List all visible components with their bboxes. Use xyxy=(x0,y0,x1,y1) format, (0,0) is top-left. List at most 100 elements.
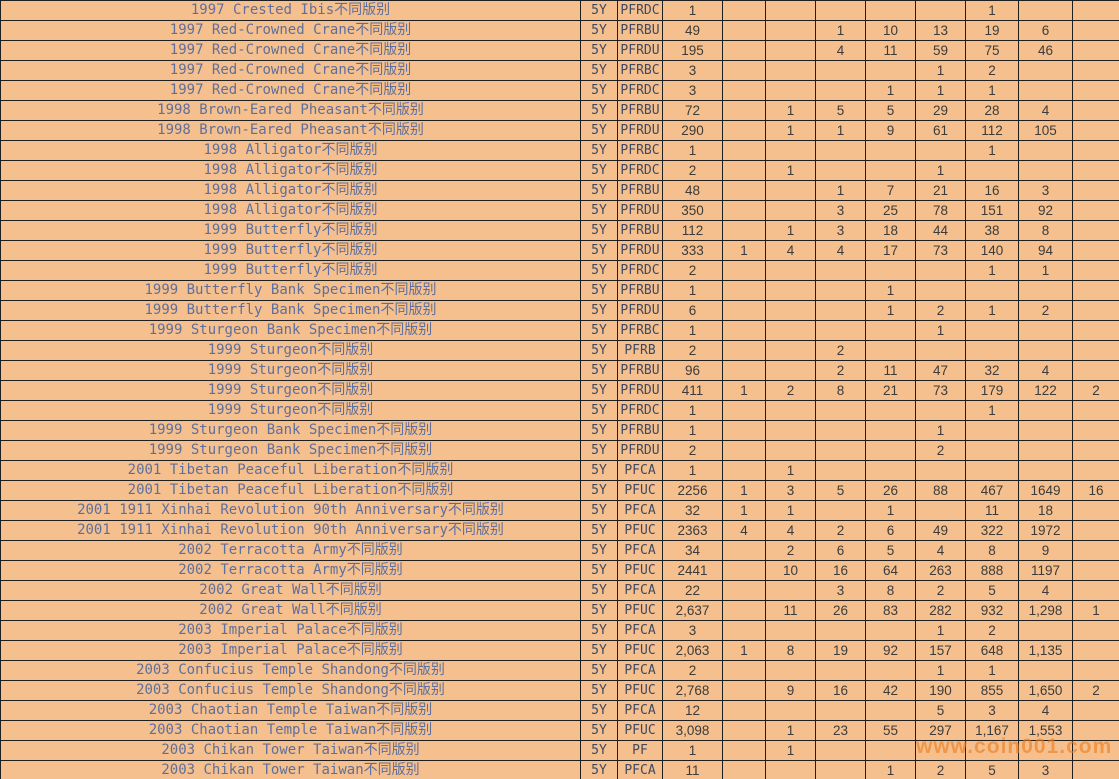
count-cell xyxy=(1018,80,1073,101)
count-cell: 46 xyxy=(1018,40,1073,61)
count-cell: 932 xyxy=(965,600,1019,621)
count-cell: 26 xyxy=(815,600,866,621)
count-cell xyxy=(965,420,1019,441)
total-count-cell: 2256 xyxy=(662,480,723,501)
coin-name-cell: 1998 Brown-Eared Pheasant不同版别 xyxy=(0,120,581,141)
count-cell xyxy=(1072,440,1119,461)
grade-code-cell: PFRDU xyxy=(617,440,663,461)
count-cell: 61 xyxy=(915,120,966,141)
count-cell xyxy=(1072,400,1119,421)
count-cell xyxy=(1018,160,1073,181)
count-cell: 5 xyxy=(815,100,866,121)
count-cell: 19 xyxy=(815,640,866,661)
coin-name-cell: 1997 Red-Crowned Crane不同版别 xyxy=(0,60,581,81)
count-cell: 1 xyxy=(915,660,966,681)
count-cell: 2 xyxy=(915,580,966,601)
count-cell xyxy=(1072,760,1119,779)
period-cell: 5Y xyxy=(580,120,618,141)
count-cell: 1 xyxy=(865,300,916,321)
count-cell xyxy=(722,40,766,61)
count-cell xyxy=(865,440,916,461)
count-cell: 1 xyxy=(815,180,866,201)
count-cell xyxy=(865,700,916,721)
grade-code-cell: PFUC xyxy=(617,680,663,701)
count-cell: 4 xyxy=(1018,580,1073,601)
count-cell: 92 xyxy=(1018,200,1073,221)
count-cell: 23 xyxy=(815,720,866,741)
period-cell: 5Y xyxy=(580,360,618,381)
coin-name-cell: 2003 Confucius Temple Shandong不同版别 xyxy=(0,680,581,701)
table-row: 1997 Red-Crowned Crane不同版别 5Y PFRBU 49 1 10 13… xyxy=(0,20,1119,41)
grade-code-cell: PFRDC xyxy=(617,80,663,101)
count-cell: 151 xyxy=(965,200,1019,221)
table-row: 2003 Chaotian Temple Taiwan不同版别 5Y PFCA 12 5… xyxy=(0,700,1119,721)
count-cell xyxy=(765,760,816,779)
period-cell: 5Y xyxy=(580,280,618,301)
count-cell xyxy=(815,320,866,341)
count-cell xyxy=(865,460,916,481)
count-cell xyxy=(815,280,866,301)
period-cell: 5Y xyxy=(580,60,618,81)
count-cell: 16 xyxy=(965,180,1019,201)
coin-name-cell: 2001 Tibetan Peaceful Liberation不同版别 xyxy=(0,460,581,481)
count-cell: 55 xyxy=(865,720,916,741)
count-cell: 2 xyxy=(815,340,866,361)
period-cell: 5Y xyxy=(580,180,618,201)
total-count-cell: 22 xyxy=(662,580,723,601)
count-cell: 1,167 xyxy=(965,720,1019,741)
period-cell: 5Y xyxy=(580,160,618,181)
grade-code-cell: PFCA xyxy=(617,460,663,481)
coin-name-cell: 2002 Terracotta Army不同版别 xyxy=(0,540,581,561)
count-cell: 1 xyxy=(722,640,766,661)
grade-code-cell: PFRBC xyxy=(617,320,663,341)
count-cell xyxy=(815,400,866,421)
count-cell: 8 xyxy=(865,580,916,601)
count-cell: 1 xyxy=(915,320,966,341)
grade-code-cell: PFUC xyxy=(617,600,663,621)
count-cell xyxy=(722,460,766,481)
grade-code-cell: PFRBU xyxy=(617,180,663,201)
count-cell xyxy=(765,360,816,381)
count-cell: 88 xyxy=(915,480,966,501)
count-cell: 64 xyxy=(865,560,916,581)
grade-code-cell: PFRBU xyxy=(617,20,663,41)
count-cell xyxy=(722,400,766,421)
count-cell: 1 xyxy=(1018,260,1073,281)
coin-name-cell: 1999 Butterfly不同版别 xyxy=(0,240,581,261)
count-cell xyxy=(815,60,866,81)
count-cell: 1 xyxy=(965,400,1019,421)
count-cell xyxy=(722,540,766,561)
total-count-cell: 2 xyxy=(662,340,723,361)
grade-code-cell: PFRBC xyxy=(617,140,663,161)
grade-code-cell: PFCA xyxy=(617,540,663,561)
count-cell: 16 xyxy=(1072,480,1119,501)
count-cell xyxy=(1072,200,1119,221)
count-cell xyxy=(1072,720,1119,741)
count-cell: 17 xyxy=(865,240,916,261)
coin-name-cell: 1999 Butterfly Bank Specimen不同版别 xyxy=(0,280,581,301)
table-row: 1998 Alligator不同版别 5Y PFRBC 1 1 xyxy=(0,140,1119,161)
count-cell: 92 xyxy=(865,640,916,661)
count-cell: 1197 xyxy=(1018,560,1073,581)
count-cell xyxy=(765,580,816,601)
count-cell: 25 xyxy=(865,200,916,221)
grade-code-cell: PFRDU xyxy=(617,120,663,141)
count-cell xyxy=(1018,620,1073,641)
count-cell xyxy=(1072,180,1119,201)
count-cell: 1 xyxy=(722,380,766,401)
total-count-cell: 34 xyxy=(662,540,723,561)
period-cell: 5Y xyxy=(580,300,618,321)
count-cell: 2 xyxy=(1072,380,1119,401)
grade-code-cell: PFUC xyxy=(617,560,663,581)
count-cell xyxy=(722,340,766,361)
total-count-cell: 2,768 xyxy=(662,680,723,701)
total-count-cell: 290 xyxy=(662,120,723,141)
count-cell: 47 xyxy=(915,360,966,381)
count-cell: 8 xyxy=(1018,220,1073,241)
count-cell xyxy=(765,700,816,721)
count-cell xyxy=(1018,280,1073,301)
count-cell: 10 xyxy=(765,560,816,581)
count-cell xyxy=(765,440,816,461)
coin-name-cell: 2001 1911 Xinhai Revolution 90th Anniver… xyxy=(0,520,581,541)
